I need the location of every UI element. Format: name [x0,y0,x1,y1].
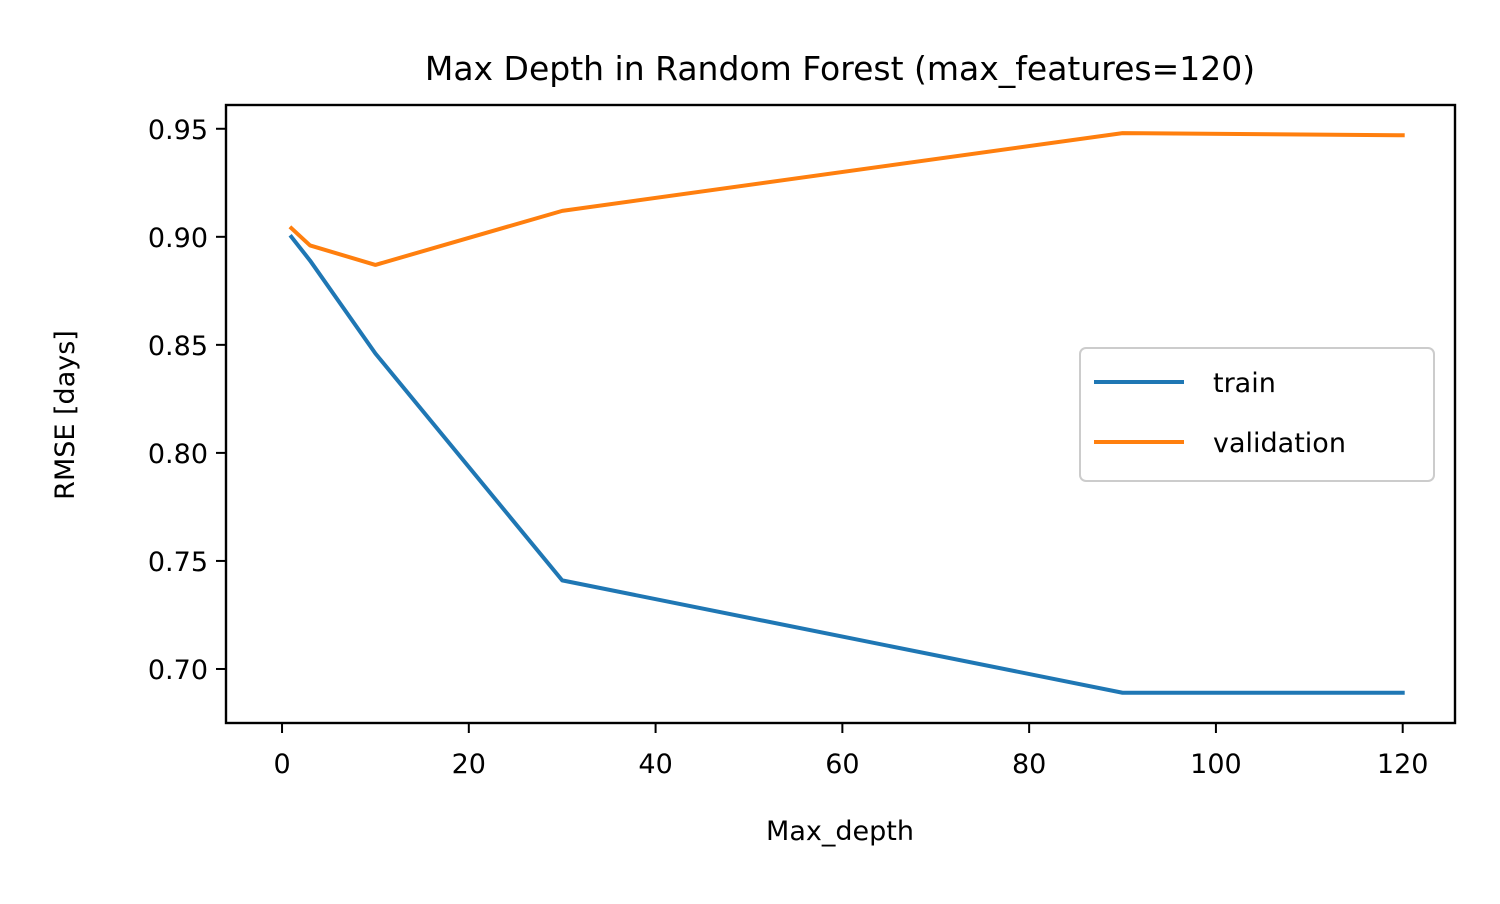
x-tick-label: 80 [1012,749,1046,780]
y-tick-label: 0.75 [148,547,208,578]
y-axis-title: RMSE [days] [50,330,81,500]
x-tick-label: 40 [638,749,672,780]
x-tick-label: 120 [1377,749,1429,780]
series-line-validation [288,131,1405,267]
legend-label-train: train [1213,368,1276,399]
plot-area: 0 20 40 60 80 100 120 0.70 0.75 0.80 0.85 0.90 0.95 [148,103,1457,780]
legend: train validation [1079,347,1435,482]
series-line-train [288,234,1405,695]
chart-title: Max Depth in Random Forest (max_features… [425,49,1255,88]
x-tick-label: 0 [273,749,290,780]
x-tick-label: 60 [825,749,859,780]
y-tick-label: 0.70 [148,655,208,686]
y-tick-label: 0.95 [148,115,208,146]
x-tick-label: 20 [452,749,486,780]
y-tick-label: 0.90 [148,223,208,254]
y-tick-label: 0.80 [148,439,208,470]
x-tick-label: 100 [1190,749,1242,780]
legend-label-validation: validation [1213,428,1346,459]
x-axis-title: Max_depth [766,816,914,847]
y-tick-label: 0.85 [148,331,208,362]
plot-frame [224,103,1457,725]
